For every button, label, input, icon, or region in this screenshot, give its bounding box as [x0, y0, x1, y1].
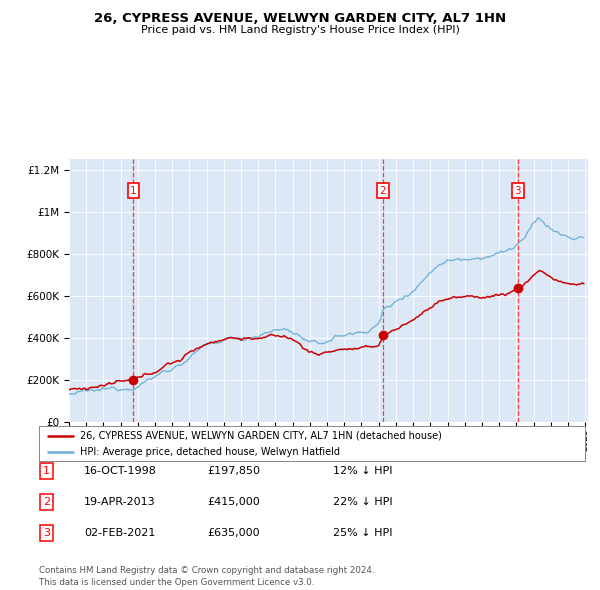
Text: 19-APR-2013: 19-APR-2013 — [84, 497, 155, 507]
Text: £635,000: £635,000 — [207, 529, 260, 538]
Text: 3: 3 — [43, 529, 50, 538]
Text: £197,850: £197,850 — [207, 466, 260, 476]
Text: 22% ↓ HPI: 22% ↓ HPI — [333, 497, 392, 507]
Text: 2: 2 — [380, 186, 386, 196]
Text: Price paid vs. HM Land Registry's House Price Index (HPI): Price paid vs. HM Land Registry's House … — [140, 25, 460, 35]
Text: 16-OCT-1998: 16-OCT-1998 — [84, 466, 157, 476]
Text: 25% ↓ HPI: 25% ↓ HPI — [333, 529, 392, 538]
Text: HPI: Average price, detached house, Welwyn Hatfield: HPI: Average price, detached house, Welw… — [80, 447, 340, 457]
Text: Contains HM Land Registry data © Crown copyright and database right 2024.
This d: Contains HM Land Registry data © Crown c… — [39, 566, 374, 587]
Text: 2: 2 — [43, 497, 50, 507]
Text: 02-FEB-2021: 02-FEB-2021 — [84, 529, 155, 538]
Text: 12% ↓ HPI: 12% ↓ HPI — [333, 466, 392, 476]
Text: 3: 3 — [515, 186, 521, 196]
Text: £415,000: £415,000 — [207, 497, 260, 507]
Text: 1: 1 — [43, 466, 50, 476]
Text: 26, CYPRESS AVENUE, WELWYN GARDEN CITY, AL7 1HN (detached house): 26, CYPRESS AVENUE, WELWYN GARDEN CITY, … — [80, 431, 442, 441]
Text: 26, CYPRESS AVENUE, WELWYN GARDEN CITY, AL7 1HN: 26, CYPRESS AVENUE, WELWYN GARDEN CITY, … — [94, 12, 506, 25]
Text: 1: 1 — [130, 186, 137, 196]
